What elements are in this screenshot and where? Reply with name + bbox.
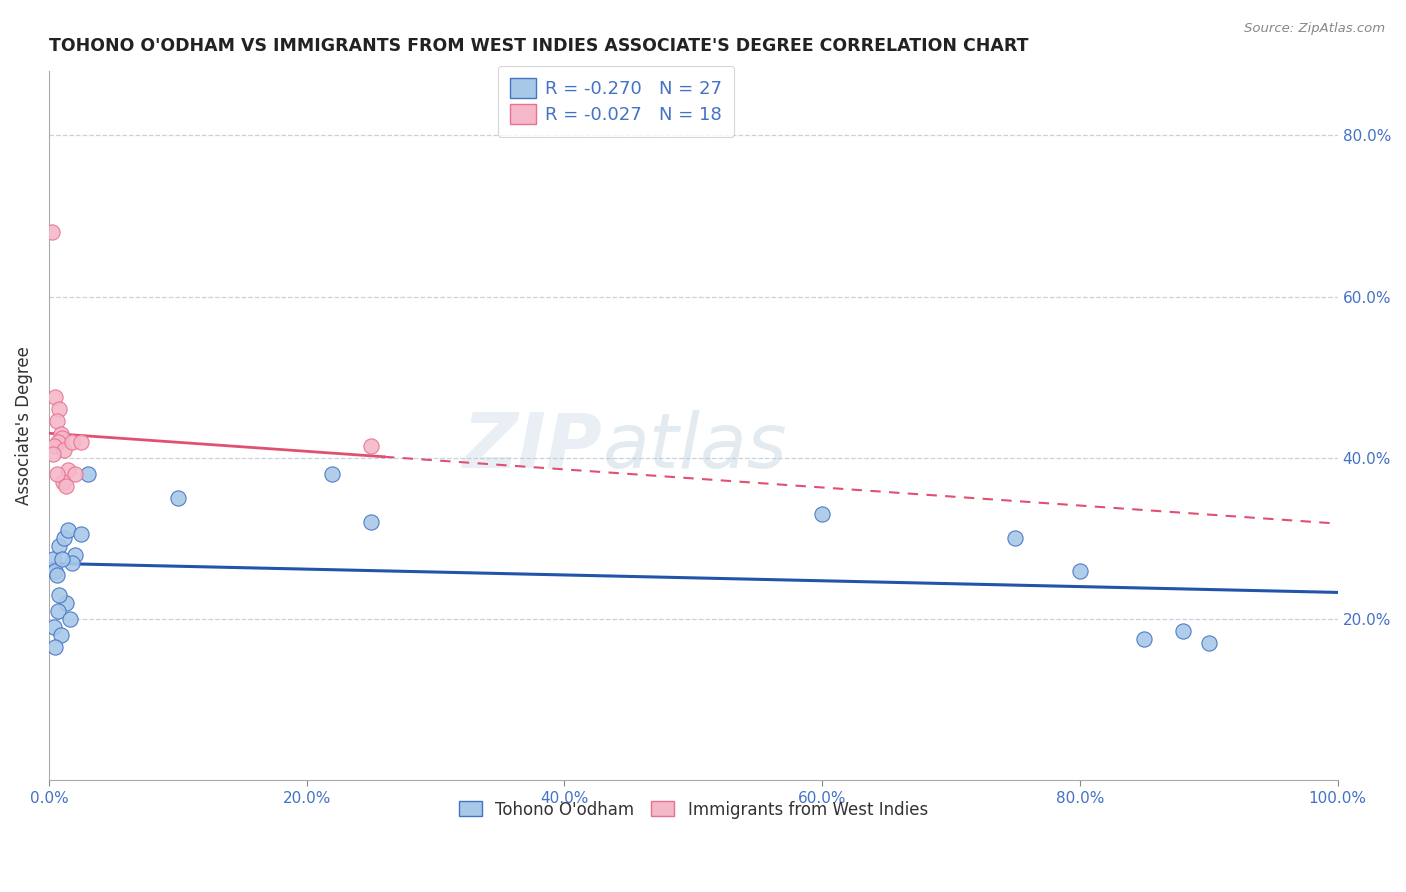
Point [58, 463, 80, 477]
Point [42, 447, 65, 461]
Point [63, 467, 86, 481]
Point [51, 431, 73, 445]
Point [41, 225, 63, 239]
Point [45, 567, 67, 582]
Point [44, 390, 66, 404]
Point [46, 604, 69, 618]
Point [45, 467, 67, 481]
Point [46, 434, 69, 449]
Point [811, 507, 834, 521]
Point [45, 415, 67, 429]
Point [70, 434, 93, 449]
Text: TOHONO O'ODHAM VS IMMIGRANTS FROM WEST INDIES ASSOCIATE'S DEGREE CORRELATION CHA: TOHONO O'ODHAM VS IMMIGRANTS FROM WEST I… [49, 37, 1028, 55]
Point [53, 442, 76, 457]
Point [49, 426, 72, 441]
Point [76, 467, 98, 481]
Point [55, 479, 77, 493]
Point [1069, 564, 1091, 578]
Point [49, 628, 72, 642]
Point [55, 596, 77, 610]
Point [42, 439, 65, 453]
Point [52, 475, 75, 489]
Point [1133, 632, 1156, 647]
Text: Source: ZipAtlas.com: Source: ZipAtlas.com [1244, 22, 1385, 36]
Y-axis label: Associate's Degree: Associate's Degree [15, 346, 32, 505]
Point [48, 588, 70, 602]
Point [321, 467, 343, 481]
Point [44, 640, 66, 655]
Legend: Tohono O'odham, Immigrants from West Indies: Tohono O'odham, Immigrants from West Ind… [451, 794, 935, 825]
Point [1004, 532, 1026, 546]
Point [60, 556, 83, 570]
Point [360, 516, 382, 530]
Point [51, 551, 73, 566]
Point [44, 564, 66, 578]
Point [58, 612, 80, 626]
Point [60, 434, 83, 449]
Point [42, 551, 65, 566]
Text: atlas: atlas [603, 409, 787, 483]
Point [166, 491, 188, 505]
Point [1171, 624, 1194, 639]
Point [42, 620, 65, 634]
Text: ZIP: ZIP [464, 409, 603, 483]
Point [48, 402, 70, 417]
Point [48, 540, 70, 554]
Point [53, 532, 76, 546]
Point [1198, 636, 1220, 650]
Point [63, 548, 86, 562]
Point [58, 524, 80, 538]
Point [360, 439, 382, 453]
Point [70, 527, 93, 541]
